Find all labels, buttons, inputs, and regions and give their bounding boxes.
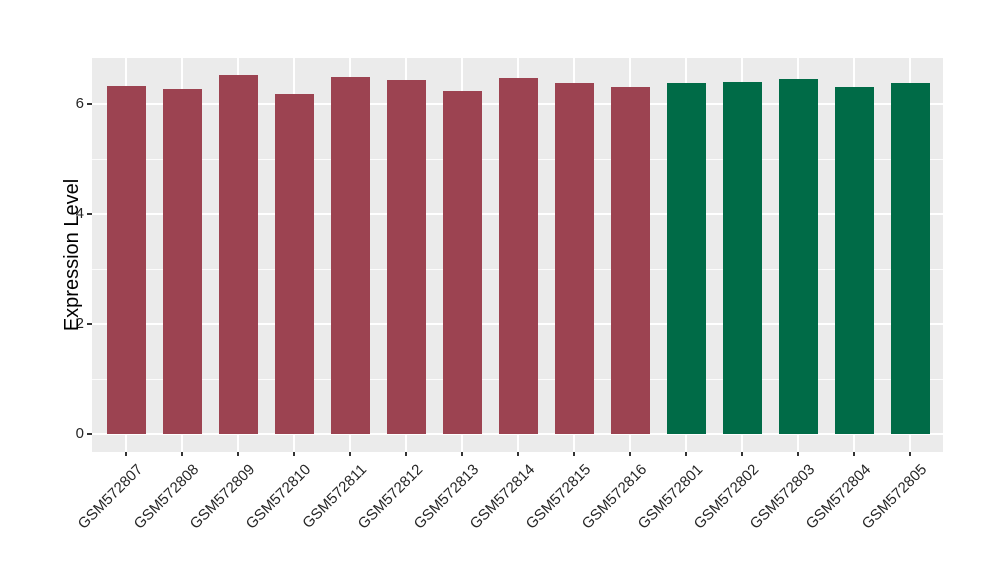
x-axis-tick <box>573 452 575 456</box>
bar <box>442 91 482 434</box>
y-axis-tick-label: 6 <box>75 95 84 112</box>
x-axis-tick <box>741 452 743 456</box>
x-axis-tick <box>685 452 687 456</box>
x-axis-tick <box>405 452 407 456</box>
y-axis-tick <box>87 103 92 105</box>
bar <box>274 94 314 434</box>
x-axis-tick <box>909 452 911 456</box>
y-axis-tick-label: 0 <box>75 425 84 442</box>
bar <box>218 74 258 434</box>
y-axis-tick-label: 4 <box>75 205 84 222</box>
x-axis-tick <box>125 452 127 456</box>
x-axis-tick <box>293 452 295 456</box>
bar <box>610 86 650 434</box>
bar <box>106 85 146 434</box>
x-axis-tick <box>461 452 463 456</box>
x-axis-tick <box>797 452 799 456</box>
x-axis-tick <box>517 452 519 456</box>
y-axis-tick <box>87 433 92 435</box>
bar <box>834 86 874 434</box>
bar <box>778 78 818 434</box>
bar <box>554 82 594 434</box>
bar <box>162 88 202 434</box>
plot-panel <box>92 58 943 452</box>
bar <box>330 76 370 434</box>
x-axis-tick <box>349 452 351 456</box>
x-axis-tick <box>629 452 631 456</box>
x-axis-tick <box>237 452 239 456</box>
bar <box>666 82 706 434</box>
y-axis-tick <box>87 213 92 215</box>
bar <box>386 79 426 434</box>
y-axis-title: Expression Level <box>61 178 83 332</box>
bar <box>498 77 538 434</box>
x-axis-tick <box>181 452 183 456</box>
bar <box>890 83 930 434</box>
y-axis-tick <box>87 323 92 325</box>
x-axis-tick <box>853 452 855 456</box>
bar <box>722 82 762 434</box>
y-axis-tick-label: 2 <box>75 315 84 332</box>
